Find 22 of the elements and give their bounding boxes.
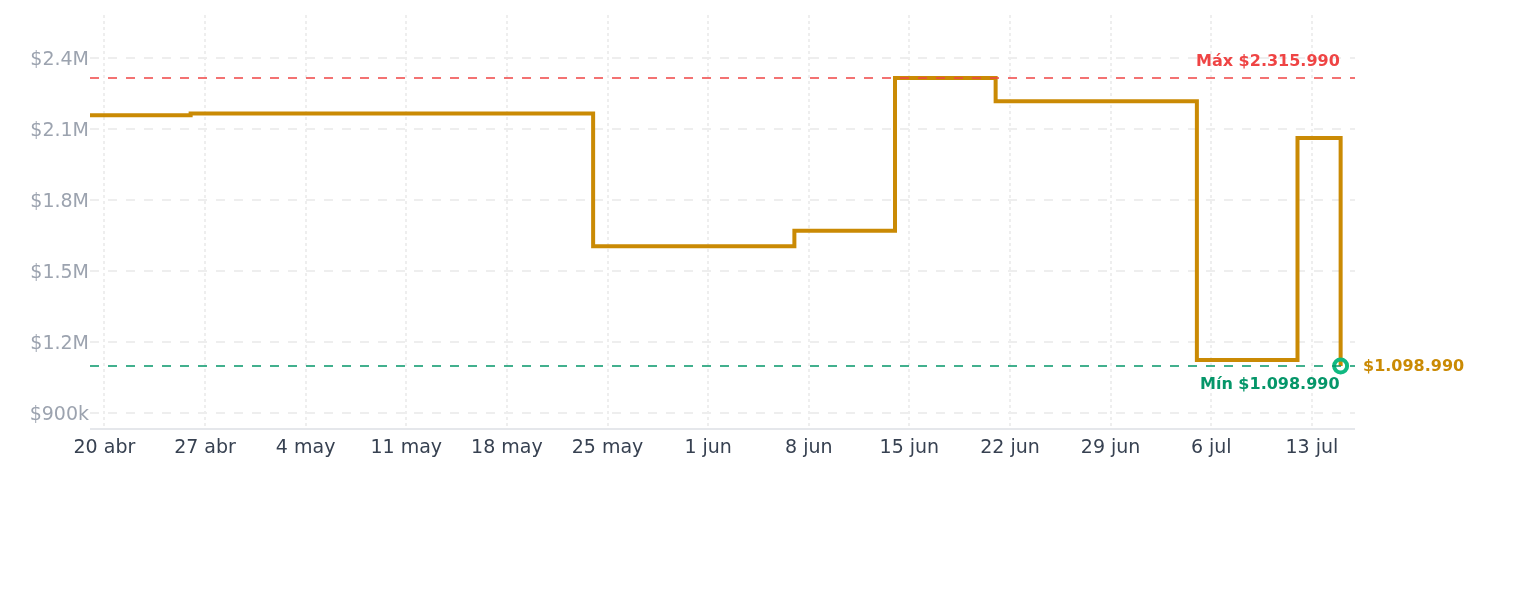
y-tick-label: $2.1M xyxy=(30,117,89,140)
x-tick-label: 29 jun xyxy=(1080,434,1141,457)
annotation: $1.098.990 xyxy=(1363,356,1465,375)
y-tick-label: $1.5M xyxy=(30,259,89,282)
x-tick-label: 1 jun xyxy=(684,434,732,457)
x-tick-label: 25 may xyxy=(571,434,644,457)
ref-line-label: Máx $2.315.990 xyxy=(1196,51,1340,70)
x-tick-label: 22 jun xyxy=(980,434,1040,457)
x-tick-label: 15 jun xyxy=(879,434,940,457)
x-tick-label: 4 may xyxy=(275,434,336,457)
x-tick-label: 8 jun xyxy=(785,434,833,457)
x-tick-label: 18 may xyxy=(471,434,543,457)
y-tick-label: $1.2M xyxy=(30,330,89,353)
x-tick-label: 20 abr xyxy=(73,434,136,457)
x-tick-label: 27 abr xyxy=(174,434,237,457)
y-tick-label: $2.4M xyxy=(30,46,89,69)
x-tick-label: 11 may xyxy=(370,434,443,457)
y-tick-label: $1.8M xyxy=(30,188,89,211)
y-tick-label: $900k xyxy=(29,401,89,424)
x-tick-label: 6 jul xyxy=(1190,434,1232,457)
x-tick-label: 13 jul xyxy=(1285,434,1339,457)
ref-line-label: Mín $1.098.990 xyxy=(1200,374,1340,393)
